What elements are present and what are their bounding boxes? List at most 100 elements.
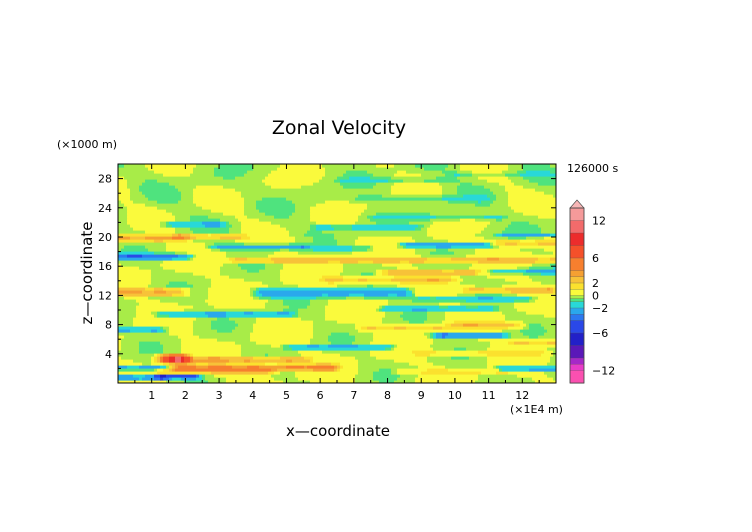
field-cell [355, 380, 380, 383]
field-cell [547, 347, 556, 351]
field-cell [550, 263, 556, 267]
field-cell [208, 302, 266, 306]
field-cell [205, 311, 227, 315]
field-cell [496, 239, 521, 243]
field-cell [310, 338, 329, 342]
field-cell [271, 344, 281, 348]
field-cell [427, 368, 449, 372]
field-cell [241, 191, 392, 195]
field-cell [157, 314, 170, 318]
field-cell [373, 377, 398, 381]
field-cell [175, 227, 191, 231]
field-cell [529, 335, 539, 339]
field-cell [310, 380, 356, 383]
field-cell [193, 200, 245, 204]
colorbar-swatch [569, 357, 585, 365]
field-cell [397, 284, 476, 288]
field-cell [166, 365, 170, 369]
field-cell [358, 362, 410, 366]
field-cell [550, 359, 556, 363]
field-cell [460, 164, 509, 168]
field-cell [337, 242, 356, 246]
field-cell [406, 293, 413, 297]
field-cell [376, 326, 395, 330]
field-cell [541, 353, 554, 357]
field-cell [232, 365, 248, 369]
field-cell [166, 245, 206, 249]
field-cell [169, 356, 176, 360]
field-cell [370, 341, 434, 345]
field-cell [505, 314, 545, 318]
field-cell [553, 353, 556, 357]
field-cell [397, 344, 431, 348]
field-cell [442, 320, 455, 324]
field-cell [172, 233, 179, 237]
field-cell [490, 272, 524, 276]
field-cell [118, 257, 173, 261]
field-cell [475, 269, 482, 273]
field-cell [523, 212, 556, 216]
field-cell [373, 248, 416, 252]
field-cell [355, 239, 416, 243]
field-cell [529, 299, 536, 303]
field-cell [226, 377, 275, 381]
field-cell [136, 314, 155, 318]
field-cell [433, 347, 455, 351]
field-cell [532, 278, 556, 282]
time-label: 126000 s [567, 162, 618, 175]
field-cell [442, 170, 458, 174]
field-cell [175, 368, 272, 372]
field-cell [427, 317, 446, 321]
field-cell [304, 233, 335, 237]
field-cell [163, 287, 182, 291]
field-cell [298, 377, 356, 381]
field-cell [550, 287, 554, 291]
field-cell [484, 227, 506, 231]
field-cell [232, 224, 242, 228]
field-cell [415, 290, 464, 294]
field-cell [184, 356, 191, 360]
field-cell [190, 287, 209, 291]
field-cell [409, 221, 434, 225]
field-cell [154, 368, 158, 372]
field-cell [433, 362, 488, 366]
field-cell [490, 221, 512, 225]
field-cell [547, 287, 551, 291]
field-cell [262, 197, 287, 201]
field-cell [553, 290, 556, 294]
y-tick-label: 24 [98, 202, 112, 215]
field-cell [487, 257, 500, 261]
field-cell [430, 353, 488, 357]
field-cell [127, 185, 140, 189]
field-cell [280, 356, 305, 360]
field-cell [307, 365, 335, 369]
field-cell [499, 257, 539, 261]
field-cell [169, 326, 194, 330]
field-cell [532, 377, 554, 381]
field-cell [127, 206, 158, 210]
field-cell [340, 365, 344, 369]
field-cell [457, 176, 479, 180]
field-cell [502, 293, 518, 297]
field-cell [448, 239, 497, 243]
field-cell [169, 182, 266, 186]
field-cell [175, 185, 197, 189]
field-cell [409, 260, 425, 264]
field-cell [433, 326, 443, 330]
field-cell [334, 365, 338, 369]
x-tick-label: 10 [448, 389, 462, 402]
field-cell [523, 332, 545, 336]
field-cell [505, 242, 518, 246]
field-cell [502, 218, 556, 222]
field-cell [325, 317, 383, 321]
field-cell [493, 242, 497, 246]
field-cell [478, 296, 494, 300]
field-cell [337, 368, 341, 372]
field-cell [280, 344, 284, 348]
field-cell [394, 182, 440, 186]
field-cell [424, 179, 461, 183]
field-cell [220, 164, 254, 168]
field-cell [448, 281, 461, 285]
field-cell [166, 209, 212, 213]
field-cell [553, 266, 556, 270]
